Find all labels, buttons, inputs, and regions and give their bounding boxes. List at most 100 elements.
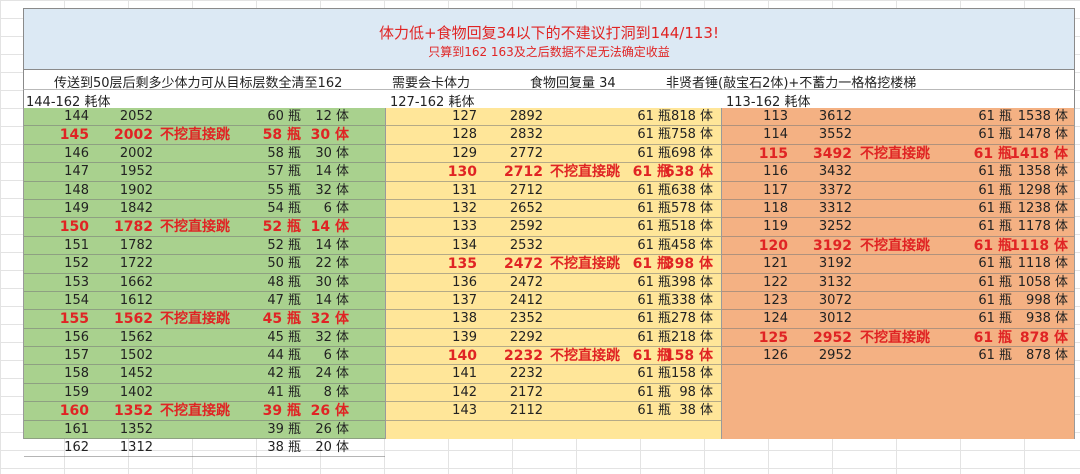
cell-bottles: 45 瓶	[267, 329, 301, 345]
cell-stamina: 3252	[818, 219, 852, 235]
cell-bottles: 54 瓶	[267, 200, 301, 216]
cell-cost: 14 体	[315, 237, 349, 253]
cell-stamina: 2532	[509, 237, 543, 253]
cell-floor: 114	[763, 127, 788, 143]
cell-floor: 113	[763, 109, 788, 124]
cell-floor: 115	[758, 145, 788, 162]
cell-stamina: 2472	[504, 256, 543, 273]
cell-cost: 32 体	[310, 311, 349, 328]
table-row: 140 2232 不挖直接跳 61 瓶 158 体	[386, 347, 721, 366]
orange-table: 113 3612 61 瓶 1538 体 114 3552 61 瓶 1478 体 115 349…	[721, 108, 1075, 439]
cell-bottles: 61 瓶	[978, 292, 1012, 308]
cell-floor: 127	[452, 109, 477, 124]
header-left: 传送到50层后剩多少体力可从目标层数全清至162	[54, 76, 343, 91]
cell-floor: 143	[452, 403, 477, 419]
table-row: 133 2592 61 瓶 518 体	[386, 218, 721, 237]
cell-cost: 698 体	[671, 145, 713, 161]
cell-floor: 131	[452, 182, 477, 198]
cell-cost: 158 体	[671, 366, 713, 382]
subheader-green: 144-162 耗体	[26, 95, 111, 110]
cell-stamina: 2002	[119, 145, 153, 161]
table-row: 150 1782 不挖直接跳 52 瓶 14 体	[24, 218, 385, 237]
table-row: 139 2292 61 瓶 218 体	[386, 329, 721, 348]
cell-bottles: 61 瓶	[637, 366, 671, 382]
cell-stamina: 3192	[813, 237, 852, 254]
cell-floor: 145	[59, 127, 89, 144]
cell-stamina: 1842	[119, 200, 153, 216]
cell-cost: 338 体	[671, 292, 713, 308]
cell-bottles: 61 瓶	[637, 145, 671, 161]
cell-bottles: 52 瓶	[262, 219, 301, 236]
cell-bottles: 61 瓶	[978, 219, 1012, 235]
cell-cost: 1298 体	[1017, 182, 1068, 198]
cell-cost: 26 体	[315, 421, 349, 437]
cell-cost: 30 体	[315, 145, 349, 161]
table-row: 157 1502 44 瓶 6 体	[24, 347, 385, 366]
cell-floor: 134	[452, 237, 477, 253]
cell-cost: 158 体	[664, 348, 713, 365]
cell-bottles: 61 瓶	[973, 145, 1012, 162]
cell-bottles: 61 瓶	[637, 219, 671, 235]
green-table: 144 2052 60 瓶 12 体 145 2002 不挖直接跳 58 瓶 30 体 146 20…	[23, 108, 385, 458]
table-row: 162 1312 38 瓶 20 体	[24, 439, 385, 458]
cell-cost: 14 体	[315, 164, 349, 180]
cell-stamina: 2832	[509, 127, 543, 143]
cell-bottles: 61 瓶	[637, 311, 671, 327]
cell-floor: 156	[64, 329, 89, 345]
cell-cost: 1178 体	[1017, 219, 1068, 235]
table-row: 116 3432 61 瓶 1358 体	[722, 163, 1074, 182]
cell-floor: 138	[452, 311, 477, 327]
table-row: 130 2712 不挖直接跳 61 瓶 638 体	[386, 163, 721, 182]
cell-bottles: 61 瓶	[637, 237, 671, 253]
cell-bottles: 61 瓶	[973, 237, 1012, 254]
cell-floor: 132	[452, 200, 477, 216]
cell-cost: 878 体	[1026, 348, 1068, 364]
table-row: 120 3192 不挖直接跳 61 瓶 1118 体	[722, 237, 1074, 256]
cell-floor: 135	[447, 256, 477, 273]
table-row: 121 3192 61 瓶 1118 体	[722, 255, 1074, 274]
cell-stamina: 2232	[509, 366, 543, 382]
cell-stamina: 2352	[509, 311, 543, 327]
cell-stamina: 2652	[509, 200, 543, 216]
cell-stamina: 1782	[119, 237, 153, 253]
cell-stamina: 3492	[813, 145, 852, 162]
cell-cost: 218 体	[671, 329, 713, 345]
cell-cost: 518 体	[671, 219, 713, 235]
cell-cost: 38 体	[679, 403, 713, 419]
cell-cost: 638 体	[664, 164, 713, 181]
cell-floor: 116	[763, 164, 788, 180]
cell-stamina: 2952	[813, 329, 852, 346]
cell-floor: 133	[452, 219, 477, 235]
cell-floor: 118	[763, 200, 788, 216]
cell-bottles: 55 瓶	[267, 182, 301, 198]
table-row: 122 3132 61 瓶 1058 体	[722, 274, 1074, 292]
cell-floor: 147	[64, 164, 89, 180]
cell-floor: 128	[452, 127, 477, 143]
cell-floor: 144	[64, 109, 89, 124]
cell-floor: 136	[452, 274, 477, 290]
cell-bottles: 61 瓶	[637, 200, 671, 216]
cell-floor: 157	[64, 348, 89, 364]
cell-stamina: 3012	[818, 311, 852, 327]
cell-bottles: 61 瓶	[973, 329, 1012, 346]
cell-bottles: 61 瓶	[637, 127, 671, 143]
cell-stamina: 3612	[818, 109, 852, 124]
cell-note: 不挖直接跳	[860, 237, 930, 254]
cell-cost: 6 体	[323, 200, 349, 216]
table-row: 127 2892 61 瓶 818 体	[386, 108, 721, 127]
table-row: 143 2112 61 瓶 38 体	[386, 402, 721, 421]
cell-bottles: 58 瓶	[267, 145, 301, 161]
cell-floor: 123	[763, 292, 788, 308]
table-row: 156 1562 45 瓶 32 体	[24, 329, 385, 348]
cell-stamina: 2052	[119, 109, 153, 124]
cell-floor: 154	[64, 292, 89, 308]
cell-floor: 124	[763, 311, 788, 327]
cell-stamina: 1722	[119, 256, 153, 272]
cell-floor: 126	[763, 348, 788, 364]
cell-stamina: 2712	[509, 182, 543, 198]
cell-stamina: 1952	[119, 164, 153, 180]
cell-floor: 121	[763, 256, 788, 272]
cell-bottles: 61 瓶	[637, 403, 671, 419]
cell-stamina: 1312	[119, 440, 153, 456]
cell-cost: 14 体	[315, 292, 349, 308]
